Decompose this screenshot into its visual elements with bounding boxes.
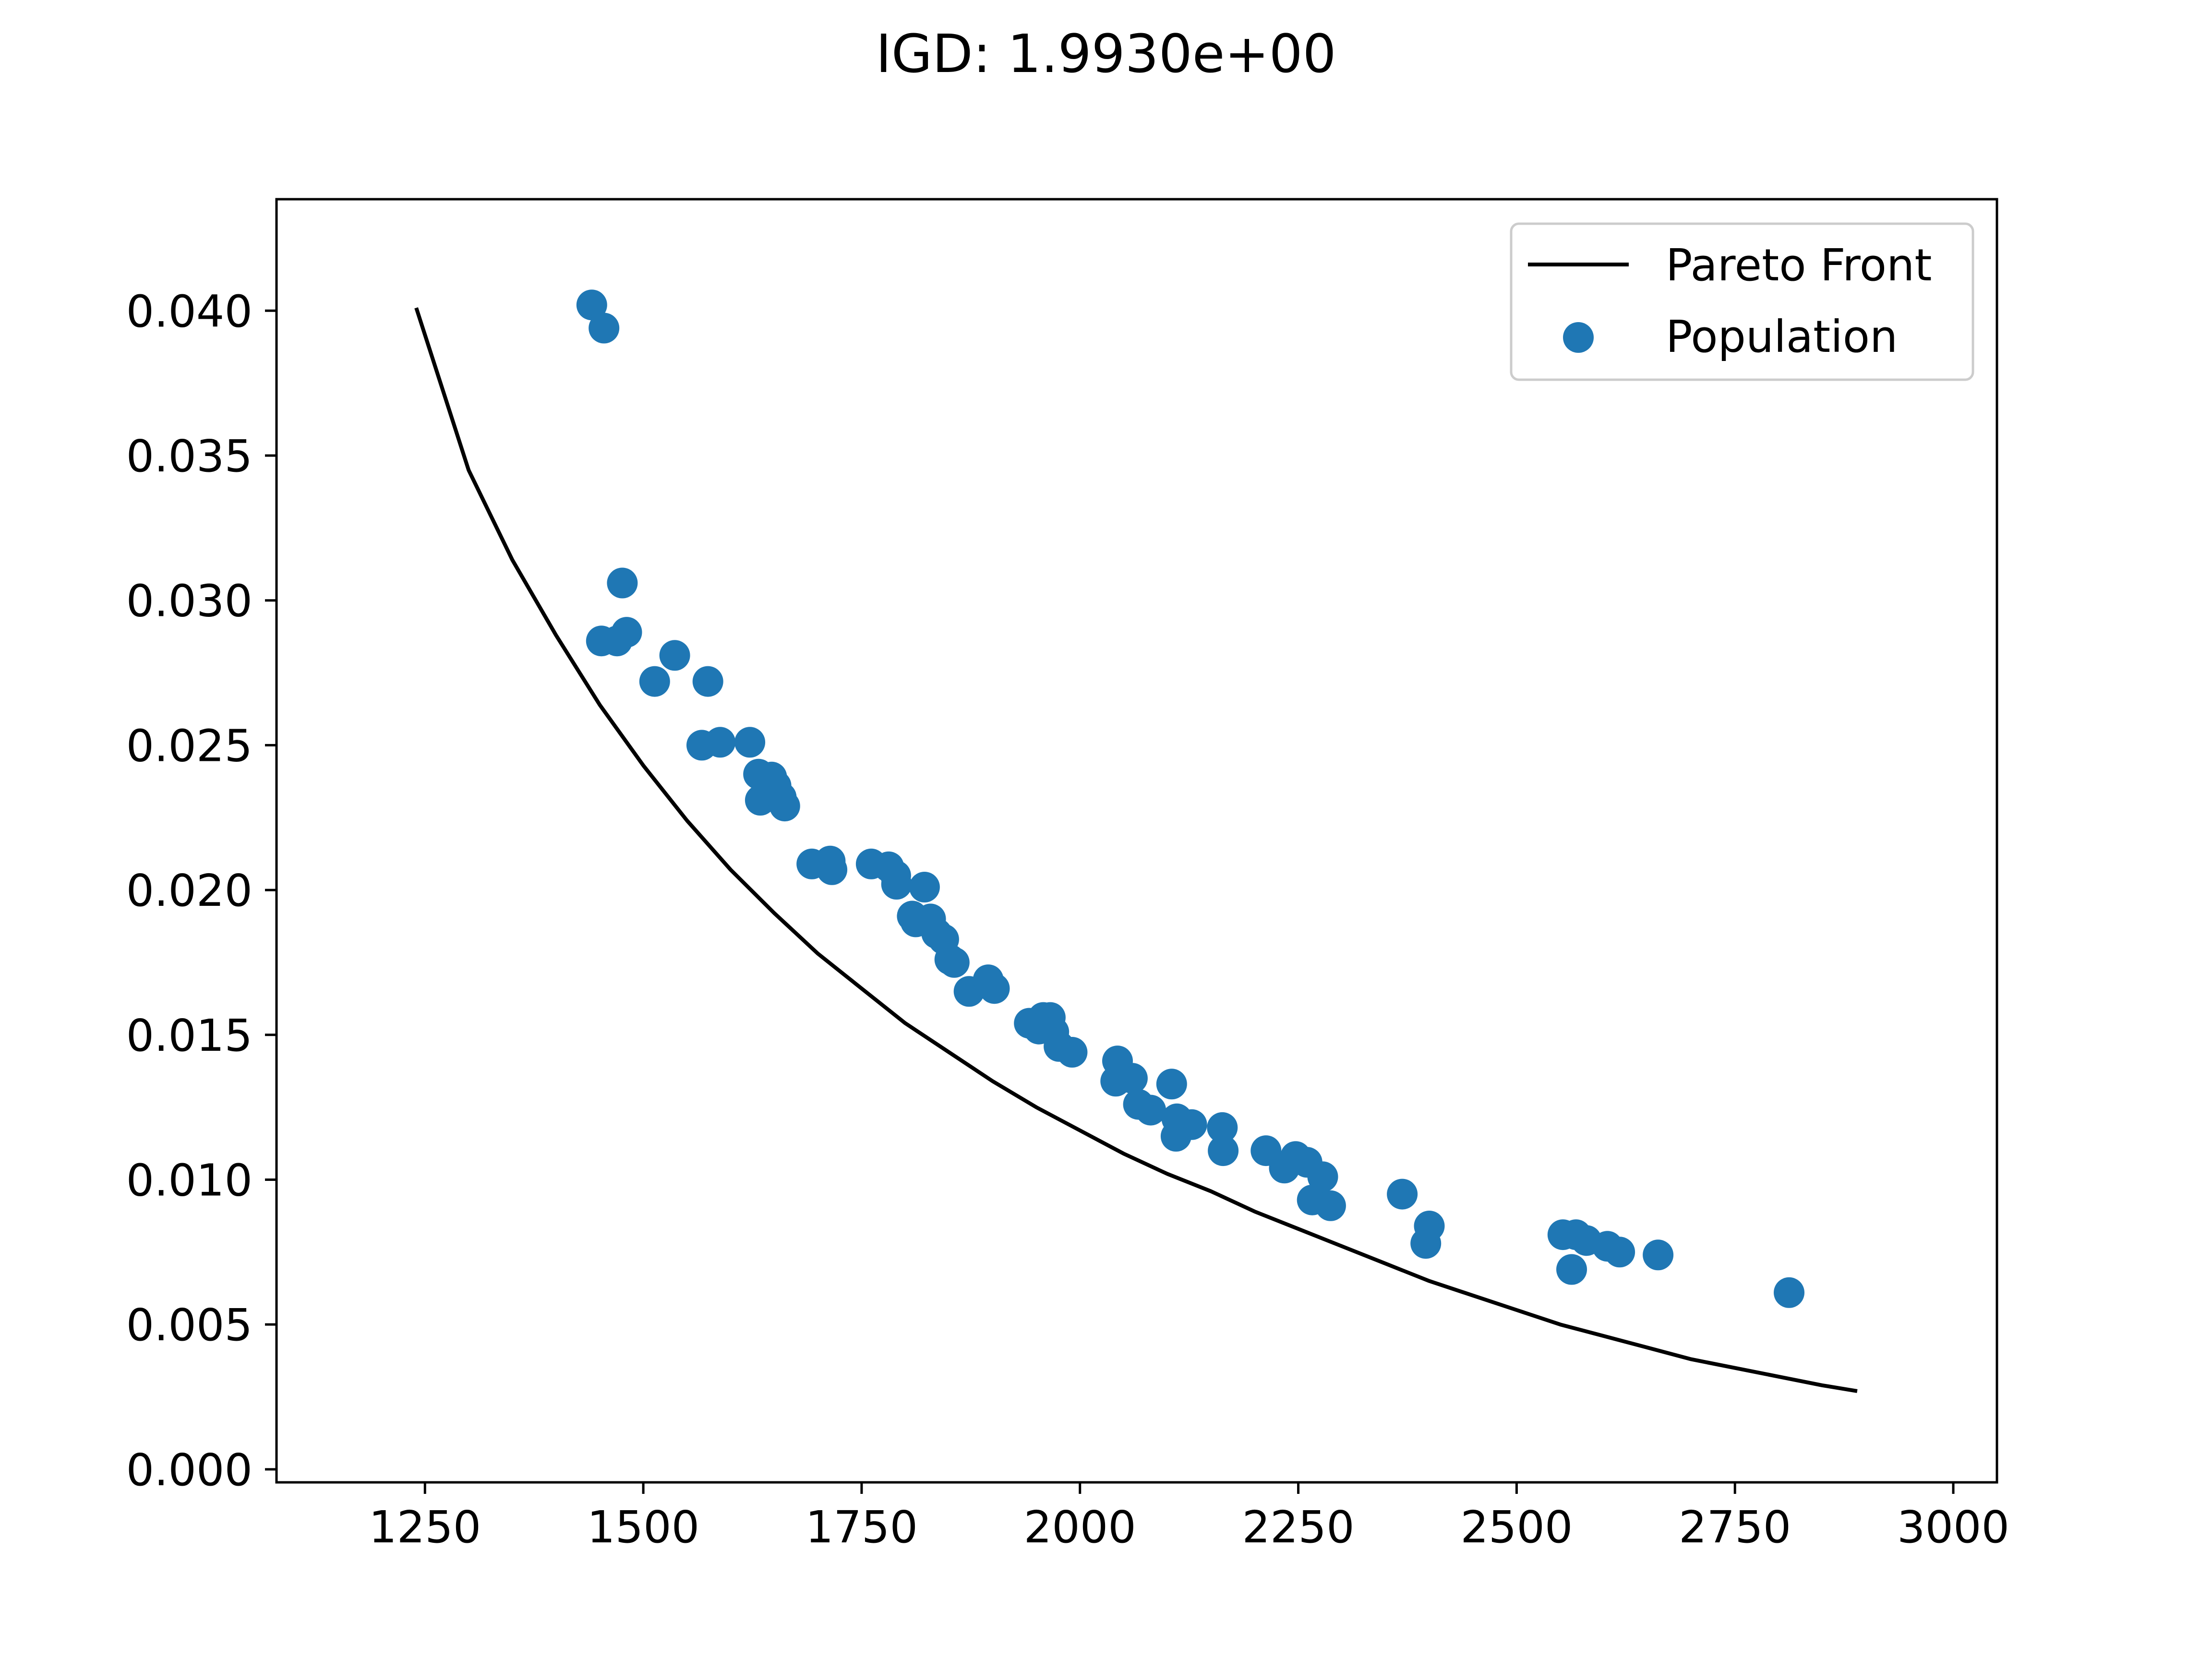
population-point [611, 617, 642, 648]
legend-label-pareto-front: Pareto Front [1666, 240, 1932, 291]
population-point [705, 727, 736, 758]
population-point [817, 854, 848, 885]
population-point [1387, 1178, 1418, 1210]
population-point [576, 289, 607, 321]
pareto-front-line [414, 307, 1858, 1393]
x-tick-label: 2250 [1242, 1502, 1354, 1553]
population-point [1117, 1063, 1148, 1094]
x-tick-label: 3000 [1897, 1502, 2009, 1553]
legend: Pareto Front Population [1510, 222, 1974, 381]
population-point [1156, 1069, 1187, 1100]
population-point [1208, 1135, 1239, 1166]
population-point [639, 666, 670, 697]
population-point [692, 666, 723, 697]
axes-frame [275, 198, 1998, 1484]
x-tick-label: 1750 [805, 1502, 918, 1553]
plot-area [414, 289, 1858, 1393]
population-point [881, 869, 912, 900]
population-point [1057, 1037, 1088, 1068]
population-point [1307, 1161, 1338, 1192]
chart-title: IGD: 1.9930e+00 [876, 23, 1336, 84]
y-tick-label: 0.030 [126, 576, 252, 627]
legend-marker-swatch [1563, 322, 1594, 353]
x-tick-label: 1500 [587, 1502, 699, 1553]
x-tick-label: 2500 [1460, 1502, 1573, 1553]
population-point [769, 791, 800, 822]
y-axis: 0.000 0.005 0.010 0.015 0.020 0.025 0.030 0.035… [126, 286, 276, 1496]
y-tick-label: 0.020 [126, 865, 252, 916]
population-point [659, 640, 690, 671]
population-point [1643, 1239, 1674, 1271]
population-point [734, 727, 766, 758]
x-tick-label: 2750 [1679, 1502, 1791, 1553]
population-point [1414, 1211, 1445, 1241]
y-tick-label: 0.015 [126, 1010, 252, 1061]
population-point [607, 567, 638, 599]
y-tick-label: 0.000 [126, 1444, 252, 1496]
x-axis: 1250 1500 1750 2000 2250 2500 2750 3000 [369, 1482, 2009, 1553]
population-point [1774, 1277, 1804, 1308]
population-point [1556, 1254, 1587, 1285]
population-point [979, 973, 1010, 1004]
population-point [909, 872, 940, 902]
x-tick-label: 2000 [1024, 1502, 1136, 1553]
y-tick-label: 0.025 [126, 720, 252, 771]
population-point [1315, 1190, 1346, 1221]
y-tick-label: 0.035 [126, 431, 252, 482]
population-point [1604, 1237, 1635, 1268]
population-point [1176, 1109, 1207, 1140]
y-tick-label: 0.040 [126, 286, 252, 337]
population-point [1135, 1094, 1166, 1126]
x-tick-label: 1250 [369, 1502, 481, 1553]
population-point [1207, 1112, 1238, 1143]
legend-label-population: Population [1666, 311, 1898, 362]
population-point [589, 313, 620, 344]
y-tick-label: 0.005 [126, 1299, 252, 1351]
population-point [938, 947, 970, 978]
y-tick-label: 0.010 [126, 1154, 252, 1206]
